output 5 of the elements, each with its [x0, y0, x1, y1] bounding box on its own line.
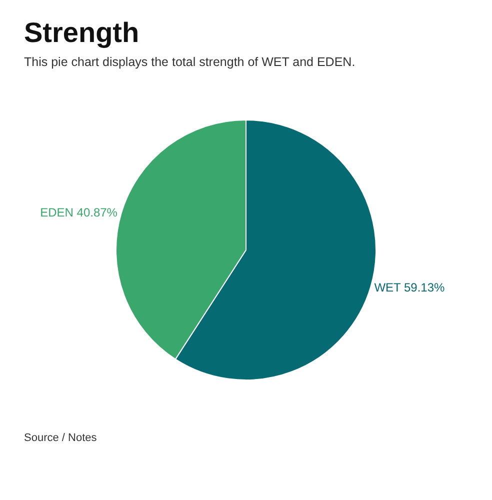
slice-label: WET 59.13% [374, 280, 445, 294]
chart-title: Strength [24, 17, 140, 48]
slice-label: EDEN 40.87% [40, 206, 118, 220]
source-note: Source / Notes [24, 432, 98, 444]
chart-subtitle: This pie chart displays the total strength of WET and EDEN. [24, 55, 356, 69]
